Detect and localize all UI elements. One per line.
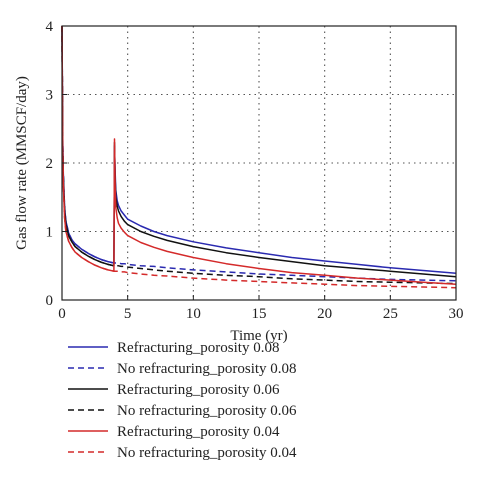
legend-entry-label: No refracturing_porosity 0.08: [117, 361, 297, 377]
axis-ticks: 0 5 10 15 20 25 30 0 1 2 3 4: [46, 19, 464, 322]
legend-entry-label: Refracturing_porosity 0.04: [117, 424, 280, 440]
legend-entry-label: Refracturing_porosity 0.08: [117, 340, 279, 356]
series-line-5: [61, 25, 457, 285]
x-axis-label: Time (yr): [230, 328, 287, 344]
series-lines: [61, 25, 457, 289]
legend-entry-label: Refracturing_porosity 0.06: [117, 382, 280, 398]
y-tick-label: 3: [46, 88, 54, 104]
series-line-3: [61, 25, 457, 278]
y-tick-label: 4: [46, 19, 54, 35]
grid: [62, 26, 456, 300]
y-tick-label: 2: [46, 156, 54, 172]
legend-entry-label: No refracturing_porosity 0.04: [117, 445, 297, 461]
x-tick-label: 20: [317, 306, 332, 322]
x-tick-label: 30: [449, 306, 464, 322]
series-line-2: [61, 25, 457, 282]
y-tick-label: 0: [46, 293, 54, 309]
plot-area-frame: [61, 25, 457, 301]
x-tick-label: 15: [252, 306, 267, 322]
x-tick-label: 0: [58, 306, 66, 322]
y-axis-label: Gas flow rate (MMSCF/day): [14, 76, 30, 250]
legend: Refracturing_porosity 0.08 No refracturin…: [68, 340, 297, 461]
x-tick-label: 25: [383, 306, 398, 322]
series-line-6: [61, 25, 457, 289]
legend-entry-label: No refracturing_porosity 0.06: [117, 403, 297, 419]
y-tick-label: 1: [46, 225, 54, 241]
x-tick-label: 5: [124, 306, 132, 322]
x-tick-label: 10: [186, 306, 201, 322]
series-line-4: [61, 25, 457, 285]
